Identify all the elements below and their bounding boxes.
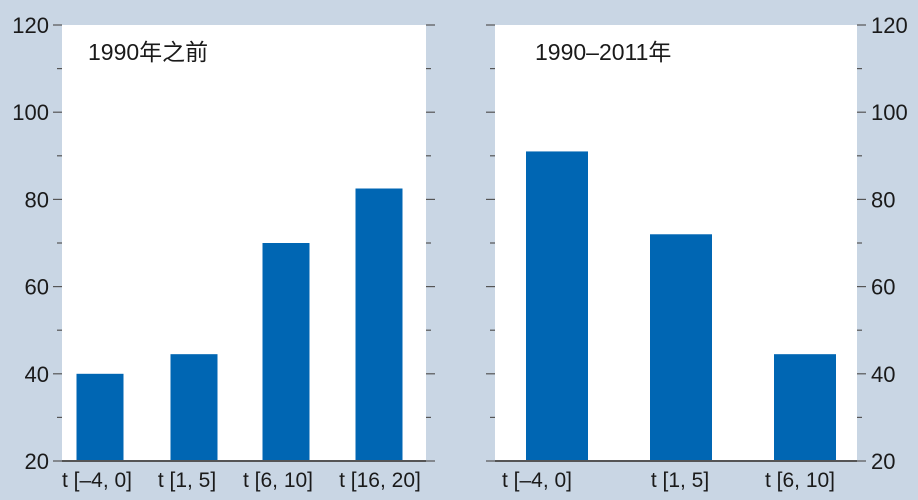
y-tick-label: 120	[12, 13, 49, 38]
bar	[170, 354, 218, 461]
x-tick-label: t [–4, 0]	[502, 469, 572, 492]
bar	[262, 243, 310, 461]
y-tick-label: 60	[25, 275, 49, 300]
bar	[355, 188, 403, 461]
bar	[774, 354, 836, 461]
y-tick-label: 80	[871, 187, 895, 212]
bar	[76, 373, 124, 461]
bar	[526, 151, 588, 461]
y-tick-label: 60	[871, 275, 895, 300]
bar	[650, 234, 712, 461]
x-tick-label: t [6, 10]	[243, 469, 313, 492]
x-tick-label: t [–4, 0]	[62, 469, 132, 492]
x-tick-label: t [1, 5]	[651, 469, 709, 492]
y-tick-label: 20	[25, 449, 49, 474]
y-tick-label: 20	[871, 449, 895, 474]
y-tick-label: 120	[871, 13, 908, 38]
y-tick-label: 40	[25, 362, 49, 387]
y-tick-label: 100	[12, 100, 49, 125]
x-tick-label: t [16, 20]	[339, 469, 421, 492]
x-tick-label: t [6, 10]	[765, 469, 835, 492]
x-tick-label: t [1, 5]	[158, 469, 216, 492]
y-tick-label: 40	[871, 362, 895, 387]
chart-title: 1990–2011年	[535, 39, 671, 65]
y-tick-label: 80	[25, 187, 49, 212]
chart-title: 1990年之前	[88, 39, 208, 65]
y-tick-label: 100	[871, 100, 908, 125]
